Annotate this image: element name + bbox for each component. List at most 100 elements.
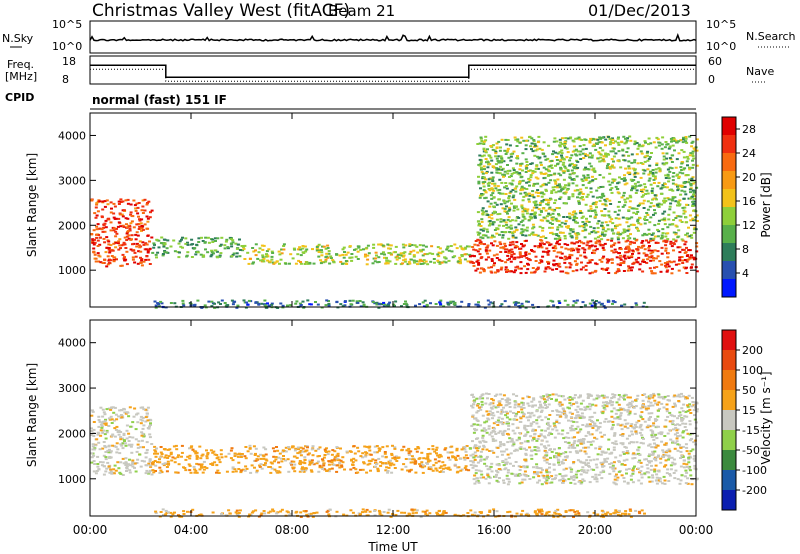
heatmap-cell [593,237,597,240]
heatmap-cell [214,249,218,252]
heatmap-cell [257,303,261,306]
heatmap-cell [476,244,480,247]
heatmap-cell [685,266,688,269]
heatmap-cell [106,239,110,242]
heatmap-cell [695,245,699,248]
heatmap-cell [397,257,401,260]
heatmap-cell [160,236,164,239]
heatmap-cell [141,205,145,208]
heatmap-cell [322,462,326,465]
heatmap-cell [587,176,591,179]
heatmap-cell [598,196,602,199]
heatmap-cell [162,244,166,247]
heatmap-cell [169,451,173,454]
heatmap-cell [96,200,100,203]
heatmap-cell [199,253,203,256]
heatmap-cell [265,306,269,309]
heatmap-cell [656,228,660,231]
heatmap-cell [666,168,670,171]
heatmap-cell [227,452,231,455]
heatmap-cell [534,200,538,203]
heatmap-cell [165,466,169,468]
heatmap-cell [438,453,442,456]
heatmap-cell [508,231,512,233]
heatmap-cell [627,467,631,470]
heatmap-cell [640,476,644,479]
heatmap-cell [194,253,198,256]
heatmap-cell [584,177,588,179]
heatmap-cell [533,154,537,157]
heatmap-cell [605,167,609,170]
heatmap-cell [423,253,427,256]
heatmap-cell [617,394,621,396]
heatmap-cell [627,413,631,416]
heatmap-cell [581,229,585,232]
heatmap-cell [680,221,684,223]
heatmap-cell [507,226,511,229]
heatmap-cell [670,140,673,143]
heatmap-cell [555,263,559,265]
heatmap-cell [193,471,197,474]
heatmap-cell [601,157,605,160]
heatmap-cell [630,269,633,272]
heatmap-cell [373,260,377,263]
heatmap-cell [383,256,386,259]
heatmap-cell [682,430,686,433]
heatmap-cell [626,269,630,272]
heatmap-cell [667,480,671,482]
heatmap-cell [589,215,592,218]
heatmap-cell [321,458,324,461]
heatmap-cell [643,140,647,143]
heatmap-cell [114,246,118,249]
heatmap-cell [521,255,525,258]
heatmap-cell [573,440,577,443]
heatmap-cell [661,228,665,231]
heatmap-cell [248,257,252,260]
heatmap-cell [496,160,500,162]
heatmap-cell [180,238,183,241]
heatmap-cell [693,147,697,150]
heatmap-cell [213,237,217,240]
heatmap-cell [524,452,528,455]
heatmap-cell [617,217,621,220]
heatmap-cell [498,188,502,191]
heatmap-cell [610,428,614,431]
heatmap-cell [101,230,105,233]
heatmap-cell [629,139,633,142]
heatmap-cell [568,444,572,447]
heatmap-cell [298,470,302,473]
heatmap-cell [92,229,96,232]
heatmap-cell [543,449,547,452]
heatmap-cell [479,161,483,164]
heatmap-cell [575,234,579,237]
heatmap-cell [177,454,180,457]
heatmap-cell [688,249,692,252]
heatmap-cell [428,459,432,462]
heatmap-cell [567,478,571,481]
heatmap-cell [95,202,99,205]
heatmap-cell [108,456,112,459]
heatmap-cell [422,457,426,460]
heatmap-cell [519,189,523,192]
heatmap-cell [155,256,158,259]
heatmap-cell [498,178,502,181]
heatmap-cell [669,464,673,467]
heatmap-cell [679,215,683,218]
noise-left-tick-top: 10^5 [52,18,82,31]
heatmap-cell [604,200,608,203]
heatmap-cell [485,455,489,458]
heatmap-cell [524,171,528,173]
heatmap-cell [582,174,586,177]
heatmap-cell [315,246,319,248]
heatmap-cell [640,188,643,191]
heatmap-cell [568,399,572,402]
heatmap-cell [508,220,512,223]
heatmap-cell [484,172,488,175]
heatmap-cell [652,435,656,438]
heatmap-cell [316,455,320,458]
heatmap-cell [544,416,548,419]
heatmap-cell [604,204,608,207]
heatmap-cell [535,466,539,468]
heatmap-cell [116,225,120,228]
heatmap-cell [564,184,567,187]
